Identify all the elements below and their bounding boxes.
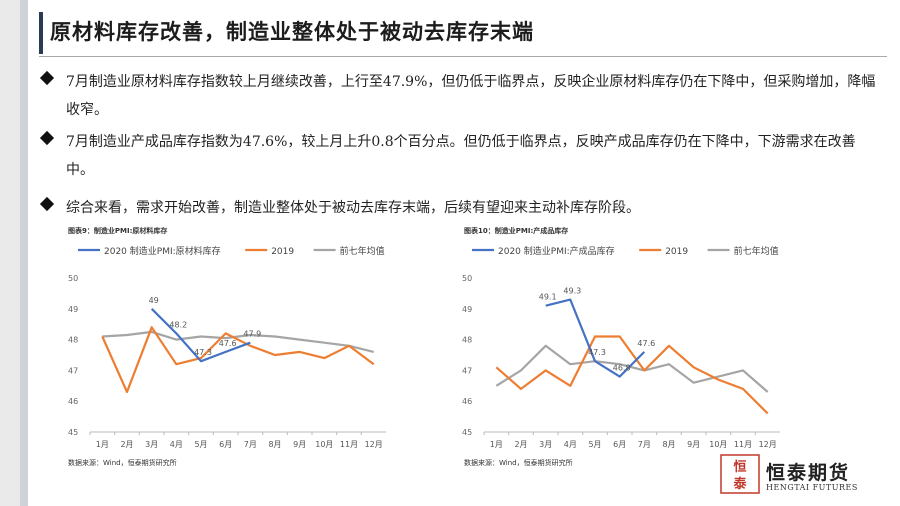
legend-label: 前七年均值 — [734, 245, 779, 257]
y-tick-label: 47 — [462, 366, 472, 375]
chart-raw-material-svg: 2020 制造业PMI:原材料库存 2019 前七年均值 45 46 47 48 49 50 1月… — [68, 245, 386, 449]
x-tick-label: 9月 — [687, 440, 700, 449]
diamond-bullet-icon — [39, 130, 55, 146]
y-tick-label: 48 — [462, 336, 472, 345]
chart-finished-goods-svg: 2020 制造业PMI:产成品库存 2019 前七年均值 45 46 47 48 49 50 1月… — [462, 245, 780, 449]
y-tick-label: 47 — [68, 366, 78, 375]
company-logo: 恒 泰 — [720, 454, 760, 494]
x-tick-label: 9月 — [293, 440, 306, 449]
bullet-text: 7月制造业原材料库存指数较上月继续改善，上行至47.9%，但仍低于临界点，反映企… — [66, 74, 876, 118]
data-label: 46.8 — [613, 364, 631, 373]
figure-label-1: 图表9：制造业PMI:原材料库存 — [68, 227, 168, 235]
x-tick-label: 1月 — [96, 440, 109, 449]
left-decor-bar — [0, 0, 20, 506]
x-tick-label: 5月 — [194, 440, 207, 449]
x-tick-label: 6月 — [613, 440, 626, 449]
series-line — [495, 335, 769, 415]
x-tick-label: 12月 — [365, 440, 383, 449]
x-tick-label: 2月 — [514, 440, 527, 449]
legend-label: 2019 — [665, 247, 688, 257]
legend-label: 2020 制造业PMI:原材料库存 — [104, 245, 221, 257]
x-tick-label: 8月 — [662, 440, 675, 449]
title-divider — [39, 56, 887, 57]
x-tick-label: 3月 — [539, 440, 552, 449]
legend-label: 2020 制造业PMI:产成品库存 — [498, 245, 615, 257]
x-tick-label: 6月 — [219, 440, 232, 449]
x-tick-label: 10月 — [315, 440, 333, 449]
data-label: 47.3 — [588, 348, 606, 357]
figure-source-2: 数据来源：Wind，恒泰期货研究所 — [464, 459, 573, 467]
x-tick-label: 4月 — [170, 440, 183, 449]
bullet-text: 综合来看，需求开始改善，制造业整体处于被动去库存末端，后续有望迎来主动补库存阶段… — [66, 200, 640, 216]
data-label: 48.2 — [169, 320, 187, 329]
data-label: 47.9 — [243, 330, 261, 339]
y-tick-label: 45 — [462, 428, 472, 437]
page-title: 原材料库存改善，制造业整体处于被动去库存末端 — [50, 20, 534, 44]
svg-text:泰: 泰 — [732, 476, 747, 492]
data-label: 47.6 — [219, 339, 237, 348]
y-tick-label: 46 — [462, 397, 472, 406]
x-tick-label: 10月 — [709, 440, 727, 449]
series-line — [102, 330, 374, 353]
y-tick-label: 46 — [68, 397, 78, 406]
bullet-text: 7月制造业产成品库存指数为47.6%，较上月上升0.8个百分点。但仍低于临界点，… — [66, 134, 856, 178]
diamond-bullet-icon — [39, 70, 55, 86]
company-name-cn: 恒泰期货 — [766, 462, 851, 484]
x-tick-label: 4月 — [564, 440, 577, 449]
data-label: 47.3 — [194, 348, 212, 357]
y-tick-label: 45 — [68, 428, 78, 437]
diamond-bullet-icon — [39, 196, 55, 212]
y-tick-label: 48 — [68, 336, 78, 345]
x-tick-label: 11月 — [734, 440, 752, 449]
data-label: 49 — [149, 296, 159, 305]
x-tick-label: 7月 — [244, 440, 257, 449]
chart-finished-goods: 2020 制造业PMI:产成品库存 2019 前七年均值 45 46 47 48 49 50 1月… — [458, 236, 794, 454]
data-label: 49.3 — [563, 287, 581, 296]
figure-source-1: 数据来源：Wind，恒泰期货研究所 — [68, 459, 177, 467]
x-tick-label: 5月 — [588, 440, 601, 449]
series-line — [150, 308, 251, 363]
company-name-en: HENGTAI FUTURES — [766, 483, 858, 492]
series-line — [101, 326, 375, 394]
legend-label: 2019 — [271, 247, 294, 257]
x-tick-label: 7月 — [638, 440, 651, 449]
svg-text:恒: 恒 — [733, 459, 746, 475]
data-label: 47.6 — [637, 339, 655, 348]
x-tick-label: 12月 — [759, 440, 777, 449]
x-tick-label: 1月 — [490, 440, 503, 449]
data-label: 49.1 — [539, 293, 557, 302]
left-decor-bar-inner — [20, 0, 28, 506]
y-tick-label: 50 — [462, 274, 472, 283]
y-tick-label: 50 — [68, 274, 78, 283]
x-tick-label: 2月 — [120, 440, 133, 449]
y-tick-label: 49 — [68, 305, 78, 314]
x-tick-label: 3月 — [145, 440, 158, 449]
figure-label-2: 图表10：制造业PMI:产成品库存 — [464, 227, 569, 235]
chart-raw-material: 2020 制造业PMI:原材料库存 2019 前七年均值 45 46 47 48 49 50 1月… — [64, 236, 400, 454]
title-accent — [39, 12, 43, 54]
series-line — [495, 344, 769, 393]
legend-label: 前七年均值 — [340, 245, 385, 257]
x-tick-label: 11月 — [340, 440, 358, 449]
series-line — [545, 298, 646, 378]
x-tick-label: 8月 — [268, 440, 281, 449]
y-tick-label: 49 — [462, 305, 472, 314]
